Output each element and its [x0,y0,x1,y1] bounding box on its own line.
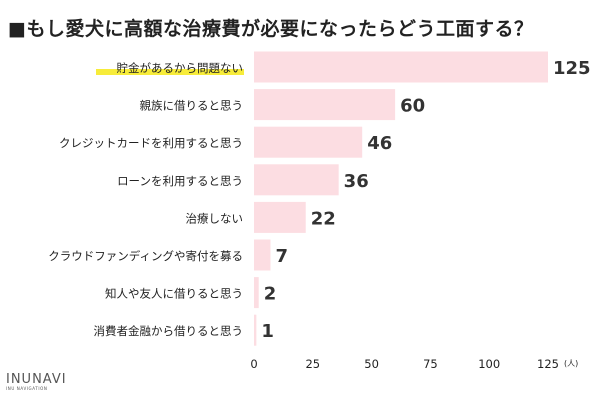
value-label: 125 [553,58,591,79]
value-label: 46 [367,133,392,154]
x-tick-label: 0 [250,357,257,371]
bar [254,126,363,158]
category-label: 治療しない [186,211,244,225]
category-label: クレジットカードを利用すると思う [59,136,243,150]
bar [254,51,548,83]
highlight-marker [96,69,244,75]
bar [254,164,339,196]
bar [254,89,396,121]
brand-logo-text: INUNAVI [6,372,67,387]
x-tick-label: 100 [478,357,500,371]
value-label: 2 [264,284,277,305]
bar [254,239,271,271]
category-label: 消費者金融から借りると思う [94,324,244,338]
x-unit-label: (人) [564,359,578,368]
bar [254,201,306,233]
category-label: クラウドファンディングや寄付を募る [48,249,243,263]
category-label: ローンを利用すると思う [117,174,243,188]
category-label: 貯金があるから問題ない [117,61,244,75]
x-tick-label: 25 [305,357,320,371]
x-tick-label: 125 [537,357,559,371]
category-label: 知人や友人に借りると思う [105,287,243,301]
value-label: 7 [275,246,288,267]
bar [254,277,259,309]
value-label: 36 [344,171,369,192]
value-label: 1 [261,321,274,342]
bar [254,314,257,346]
brand-tagline: INU NAVIGATION [6,386,48,391]
brand-logo: INUNAVI INU NAVIGATION [6,372,67,391]
x-tick-label: 75 [423,357,438,371]
chart-title: ■もし愛犬に高額な治療費が必要になったらどう工面する？ [8,18,534,40]
x-tick-label: 50 [364,357,379,371]
category-label: 親族に借りると思う [140,99,244,113]
value-label: 60 [400,96,425,117]
value-label: 22 [311,208,336,229]
